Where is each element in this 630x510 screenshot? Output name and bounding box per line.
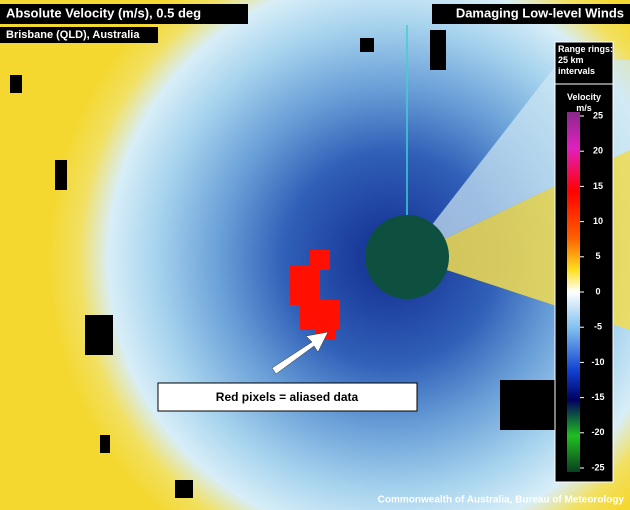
tick-label: -20 [591,427,604,437]
arrow [271,331,329,375]
subtitle-bg [0,27,158,43]
title-bg [0,4,248,24]
tick-label: 0 [595,286,600,296]
tick-label: 5 [595,251,600,261]
credit: Commonwealth of Australia, Bureau of Met… [378,495,625,506]
tick-label: 25 [593,110,603,120]
legend-box [554,41,614,483]
annotation-box [157,382,418,412]
annotation: Red pixels = aliased data [216,390,359,404]
title: Absolute Velocity (m/s), 0.5 deg [6,5,201,20]
tick-label: 15 [593,181,603,191]
subtitle: Brisbane (QLD), Australia [6,29,140,41]
radar-centre [365,215,449,299]
aliased-pixels [290,250,340,339]
tick-label: -15 [591,392,604,402]
tick-label: -25 [591,462,604,472]
tick-label: -10 [591,357,604,367]
tick-label: -5 [594,322,602,332]
topic: Damaging Low-level Winds [456,5,624,20]
color-bar-ticks: 25 20 15 10 5 0 -5 -10 -15 -20 -25 [580,110,605,472]
topic-bg [432,4,630,24]
range-rings: Range rings: 25 km intervals [558,44,613,76]
no-data-blocks [10,30,555,498]
tick-label: 20 [593,146,603,156]
color-bar [567,112,580,472]
tick-label: 10 [593,216,603,226]
legend-title: Velocity m/s [567,92,601,113]
